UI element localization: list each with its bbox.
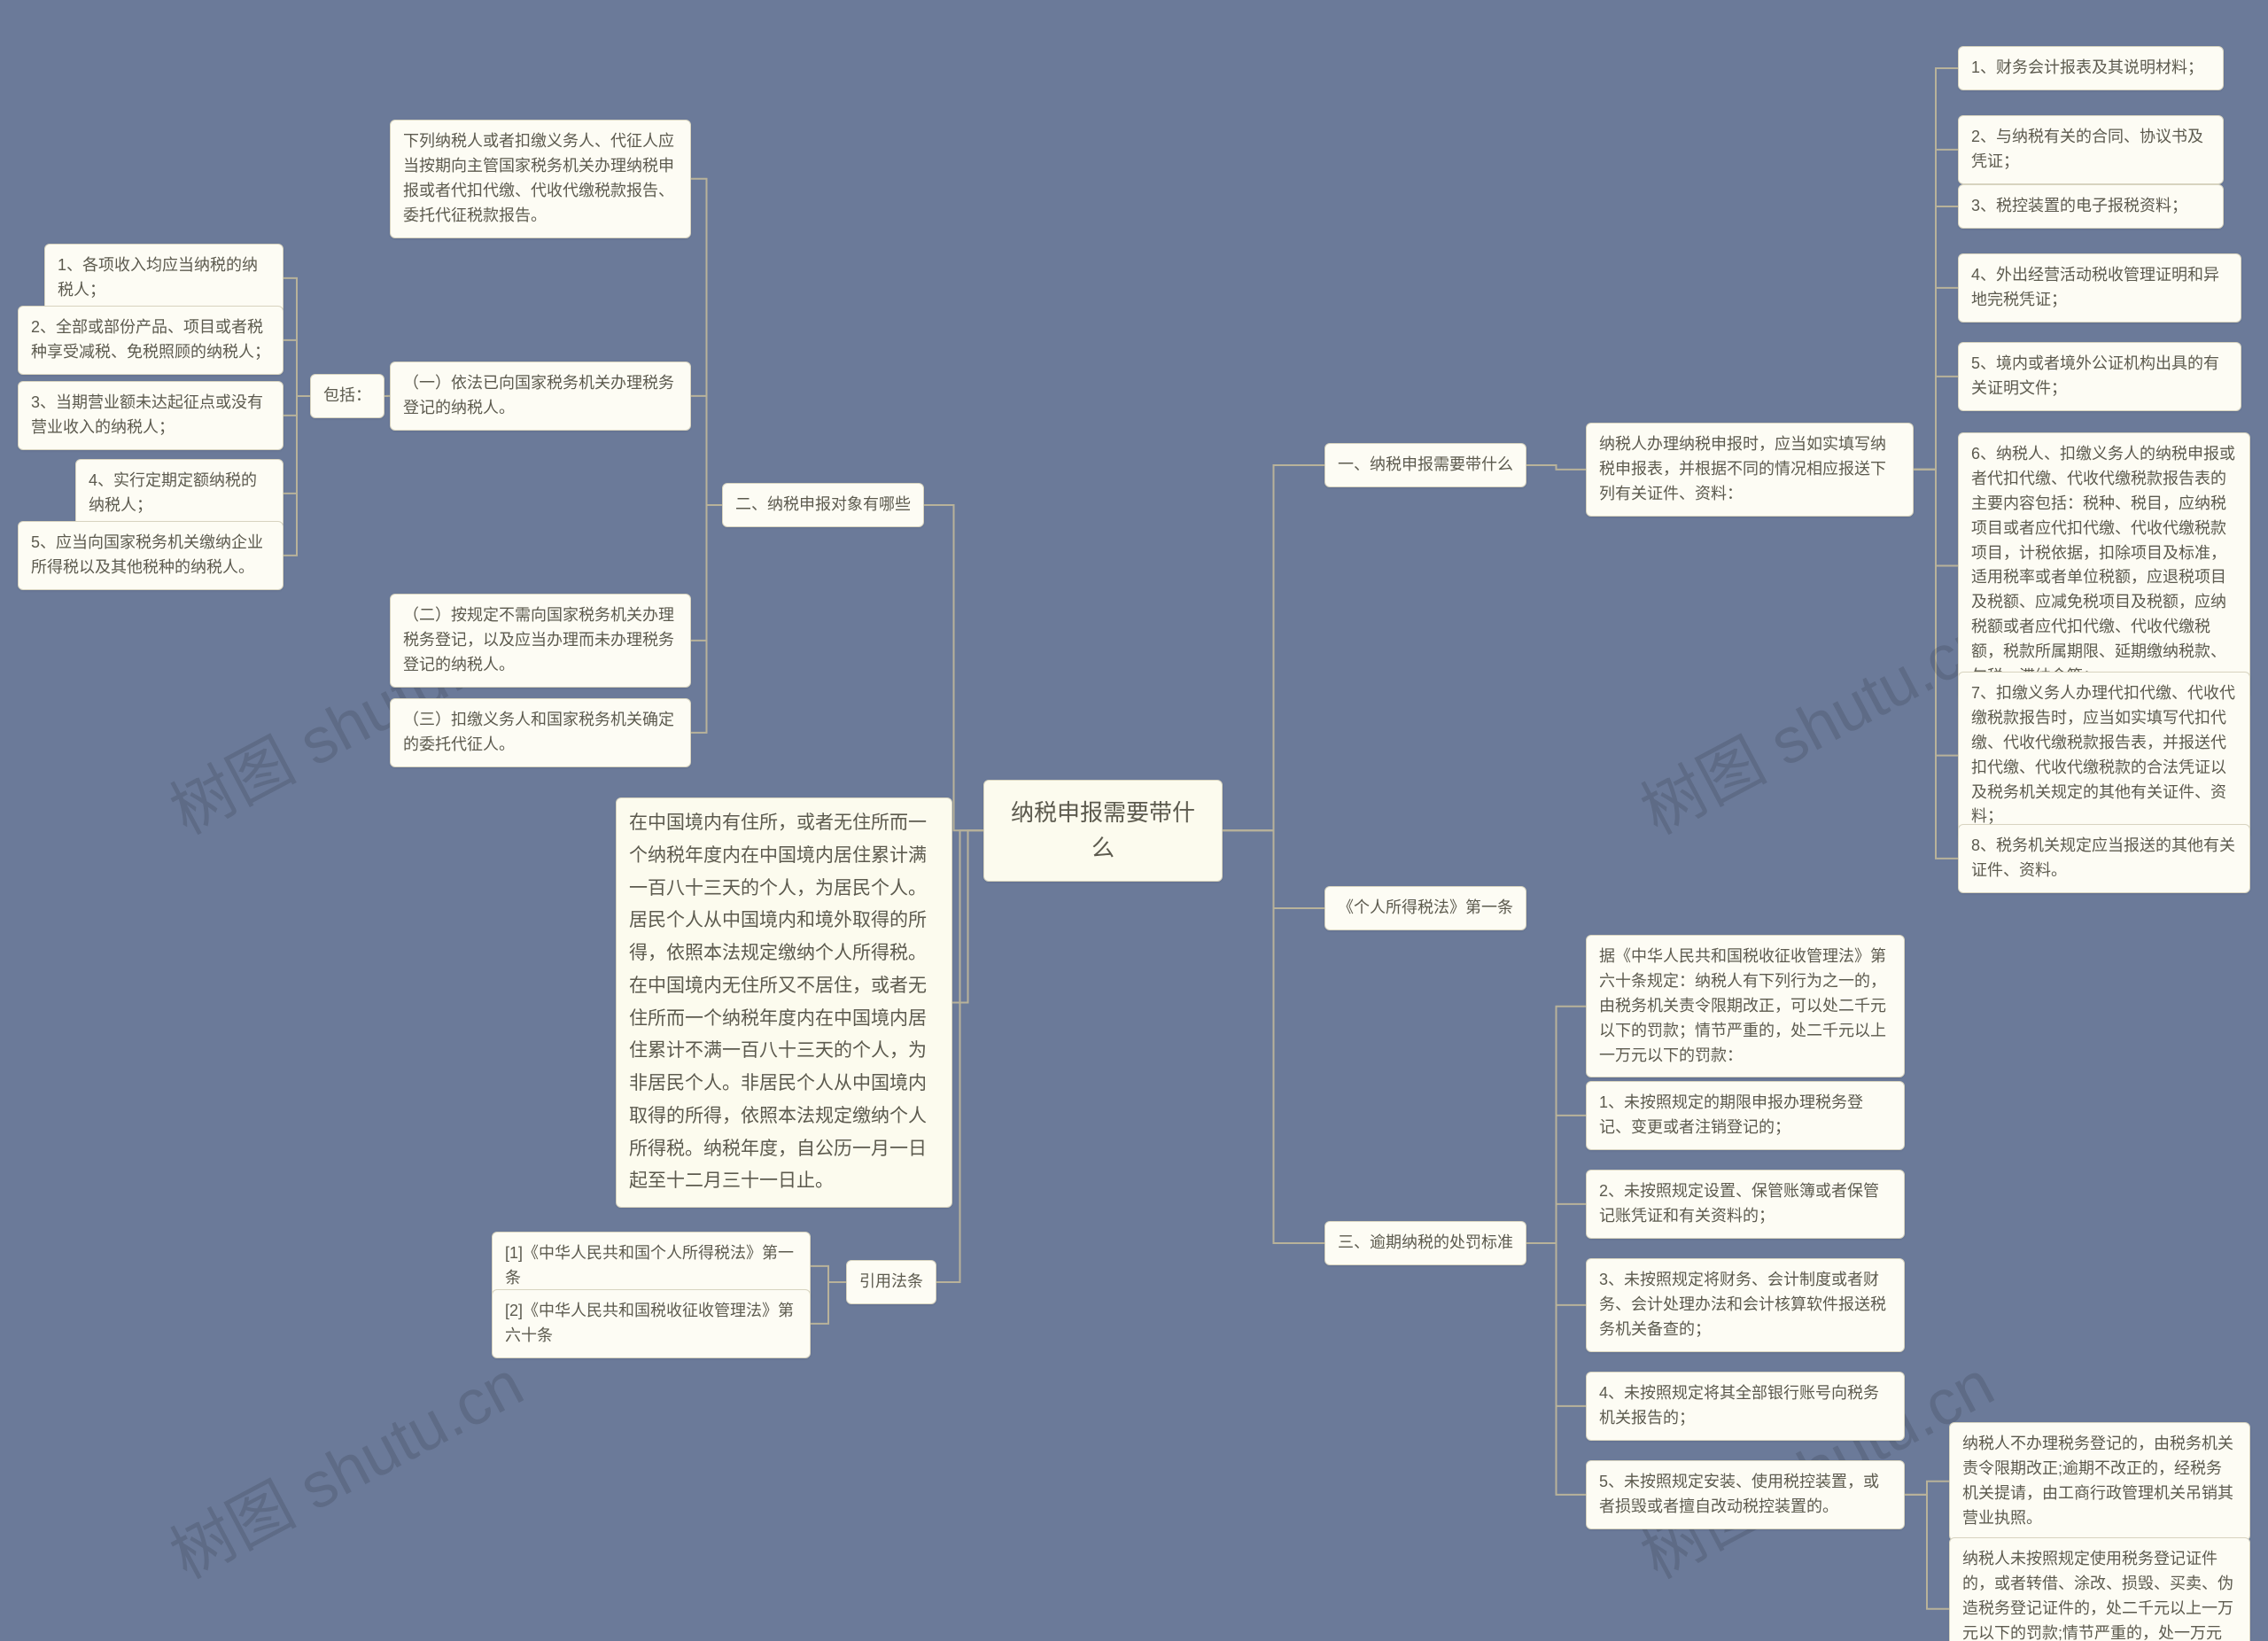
watermark: 树图 shutu.cn: [1622, 588, 2007, 852]
section-2-sub3: （三）扣缴义务人和国家税务机关确定的委托代征人。: [390, 698, 691, 767]
section-1-item: 8、税务机关规定应当报送的其他有关证件、资料。: [1958, 824, 2250, 893]
section-3-item: 1、未按照规定的期限申报办理税务登记、变更或者注销登记的；: [1586, 1081, 1905, 1150]
include-label: 包括：: [310, 374, 384, 418]
law-ref: 《个人所得税法》第一条: [1324, 886, 1526, 930]
section-1-item: 1、财务会计报表及其说明材料；: [1958, 46, 2224, 90]
section-3-intro: 据《中华人民共和国税收征收管理法》第六十条规定：纳税人有下列行为之一的，由税务机…: [1586, 935, 1905, 1077]
section-3-item: 3、未按照规定将财务、会计制度或者财务、会计处理办法和会计核算软件报送税务机关备…: [1586, 1258, 1905, 1352]
section-1-item: 2、与纳税有关的合同、协议书及凭证；: [1958, 115, 2224, 184]
section-2-sub1-item: 2、全部或部份产品、项目或者税种享受减税、免税照顾的纳税人；: [18, 306, 284, 375]
section-1-title: 一、纳税申报需要带什么: [1324, 443, 1526, 487]
section-1-item: 4、外出经营活动税收管理证明和异地完税凭证；: [1958, 253, 2241, 323]
citations-title: 引用法条: [846, 1260, 936, 1304]
section-2-sub1-item: 4、实行定期定额纳税的纳税人；: [75, 459, 284, 528]
section-2-sub1-item: 1、各项收入均应当纳税的纳税人；: [44, 244, 284, 313]
section-3-title: 三、逾期纳税的处罚标准: [1324, 1221, 1526, 1265]
section-1-item: 6、纳税人、扣缴义务人的纳税申报或者代扣代缴、代收代缴税款报告表的主要内容包括：…: [1958, 432, 2250, 699]
section-1-item: 3、税控装置的电子报税资料；: [1958, 184, 2224, 229]
section-2-sub1-item: 5、应当向国家税务机关缴纳企业所得税以及其他税种的纳税人。: [18, 521, 284, 590]
section-3-tail: 纳税人未按照规定使用税务登记证件的，或者转借、涂改、损毁、买卖、伪造税务登记证件…: [1949, 1537, 2250, 1641]
big-text: 在中国境内有住所，或者无住所而一个纳税年度内在中国境内居住累计满一百八十三天的个…: [616, 797, 952, 1208]
section-1-intro: 纳税人办理纳税申报时，应当如实填写纳税申报表，并根据不同的情况相应报送下列有关证…: [1586, 423, 1914, 517]
section-3-item: 5、未按照规定安装、使用税控装置，或者损毁或者擅自改动税控装置的。: [1586, 1460, 1905, 1529]
citation-item: [2]《中华人民共和国税收征收管理法》第六十条: [492, 1289, 811, 1358]
section-1-item: 7、扣缴义务人办理代扣代缴、代收代缴税款报告时，应当如实填写代扣代缴、代收代缴税…: [1958, 672, 2250, 839]
section-2-sub1: （一）依法已向国家税务机关办理税务登记的纳税人。: [390, 362, 691, 431]
watermark: 树图 shutu.cn: [151, 1333, 536, 1596]
section-2-intro: 下列纳税人或者扣缴义务人、代征人应当按期向主管国家税务机关办理纳税申报或者代扣代…: [390, 120, 691, 238]
section-2-sub1-item: 3、当期营业额未达起征点或没有营业收入的纳税人；: [18, 381, 284, 450]
section-3-item: 4、未按照规定将其全部银行账号向税务机关报告的；: [1586, 1372, 1905, 1441]
root-node: 纳税申报需要带什么: [983, 780, 1223, 882]
section-3-tail: 纳税人不办理税务登记的，由税务机关责令限期改正;逾期不改正的，经税务机关提请，由…: [1949, 1422, 2250, 1541]
section-2-sub2: （二）按规定不需向国家税务机关办理税务登记，以及应当办理而未办理税务登记的纳税人…: [390, 594, 691, 688]
section-1-item: 5、境内或者境外公证机构出具的有关证明文件；: [1958, 342, 2241, 411]
section-2-title: 二、纳税申报对象有哪些: [722, 483, 924, 527]
section-3-item: 2、未按照规定设置、保管账簿或者保管记账凭证和有关资料的；: [1586, 1170, 1905, 1239]
